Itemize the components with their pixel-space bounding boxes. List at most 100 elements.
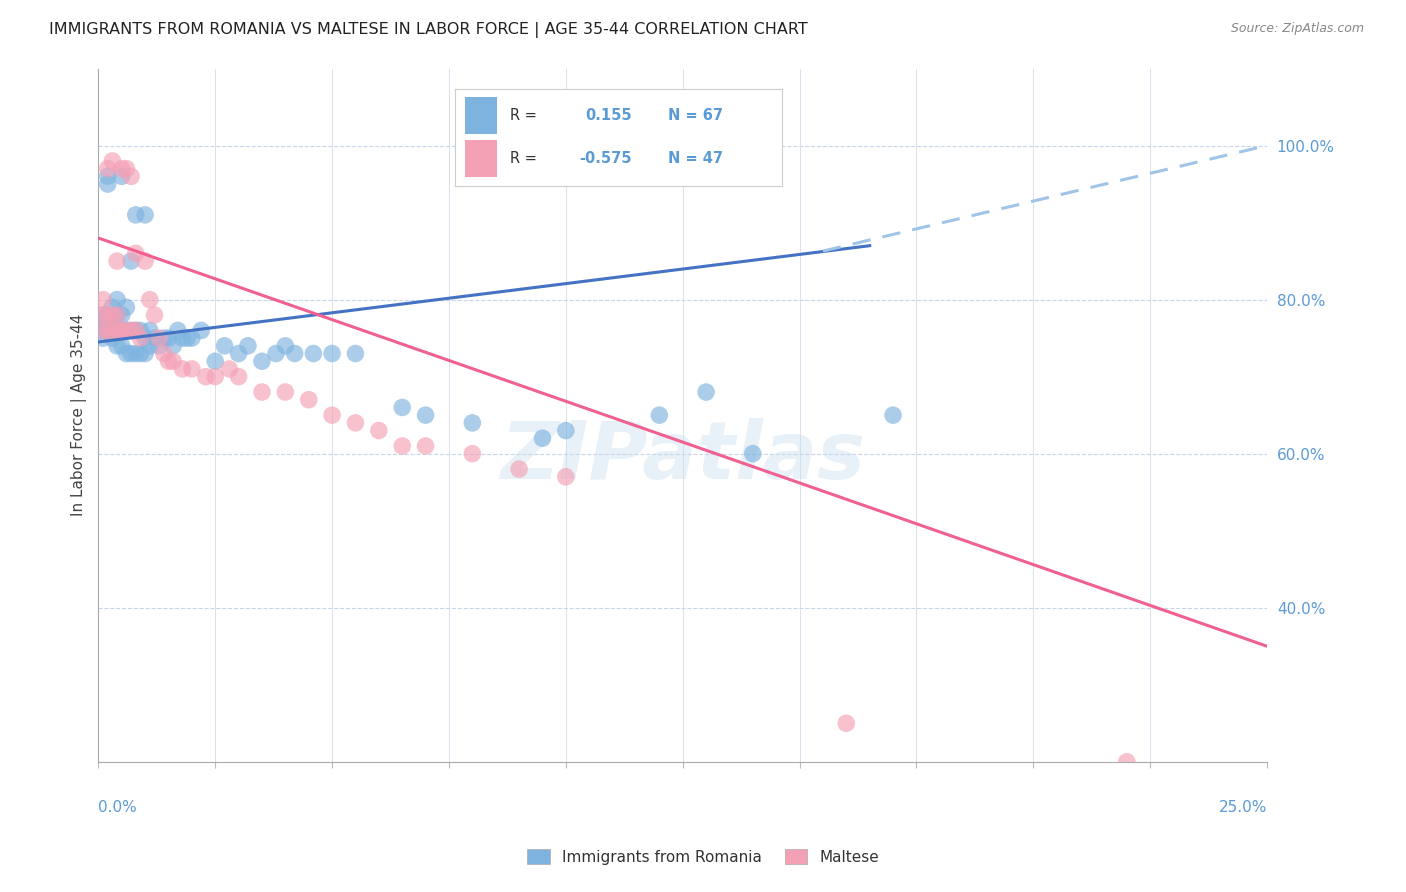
- Point: [162, 354, 184, 368]
- Point: [391, 401, 413, 415]
- Point: [101, 316, 124, 330]
- Point: [120, 323, 142, 337]
- Point: [882, 408, 904, 422]
- Point: [134, 346, 156, 360]
- Point: [111, 161, 134, 176]
- Point: [139, 293, 162, 307]
- Point: [236, 339, 259, 353]
- Point: [190, 323, 212, 337]
- Point: [105, 308, 128, 322]
- Point: [134, 331, 156, 345]
- Text: ZIPatlas: ZIPatlas: [501, 417, 865, 496]
- Point: [105, 323, 128, 337]
- Point: [274, 385, 297, 400]
- Point: [157, 354, 180, 368]
- Text: IMMIGRANTS FROM ROMANIA VS MALTESE IN LABOR FORCE | AGE 35-44 CORRELATION CHART: IMMIGRANTS FROM ROMANIA VS MALTESE IN LA…: [49, 22, 808, 38]
- Point: [125, 208, 148, 222]
- Point: [101, 331, 124, 345]
- Point: [162, 339, 184, 353]
- Point: [508, 462, 530, 476]
- Point: [143, 308, 166, 322]
- Text: 25.0%: 25.0%: [1219, 800, 1267, 815]
- Point: [105, 339, 128, 353]
- Point: [101, 323, 124, 337]
- Point: [218, 362, 240, 376]
- Point: [91, 323, 114, 337]
- Point: [111, 308, 134, 322]
- Point: [120, 169, 142, 184]
- Point: [250, 354, 273, 368]
- Point: [152, 346, 174, 360]
- Point: [91, 308, 114, 322]
- Point: [111, 323, 134, 337]
- Point: [531, 431, 554, 445]
- Point: [194, 369, 217, 384]
- Point: [228, 369, 250, 384]
- Point: [214, 339, 236, 353]
- Point: [111, 323, 134, 337]
- Point: [284, 346, 307, 360]
- Point: [134, 208, 156, 222]
- Point: [125, 246, 148, 260]
- Point: [129, 331, 152, 345]
- Point: [415, 439, 437, 453]
- Point: [101, 323, 124, 337]
- Text: Source: ZipAtlas.com: Source: ZipAtlas.com: [1230, 22, 1364, 36]
- Point: [648, 408, 671, 422]
- Point: [321, 408, 343, 422]
- Point: [120, 323, 142, 337]
- Point: [97, 323, 120, 337]
- Point: [148, 331, 170, 345]
- Point: [367, 424, 389, 438]
- Y-axis label: In Labor Force | Age 35-44: In Labor Force | Age 35-44: [72, 314, 87, 516]
- Point: [91, 316, 114, 330]
- Point: [344, 346, 367, 360]
- Point: [176, 331, 198, 345]
- Point: [461, 416, 484, 430]
- Point: [115, 161, 138, 176]
- Point: [120, 346, 142, 360]
- Point: [97, 169, 120, 184]
- Point: [91, 293, 114, 307]
- Point: [741, 447, 763, 461]
- Point: [139, 323, 162, 337]
- Point: [157, 331, 180, 345]
- Point: [461, 447, 484, 461]
- Point: [105, 293, 128, 307]
- Point: [125, 346, 148, 360]
- Point: [415, 408, 437, 422]
- Point: [139, 339, 162, 353]
- Point: [101, 308, 124, 322]
- Point: [172, 362, 194, 376]
- Text: 0.0%: 0.0%: [98, 800, 138, 815]
- Point: [97, 308, 120, 322]
- Point: [120, 254, 142, 268]
- Point: [91, 323, 114, 337]
- Point: [115, 301, 138, 315]
- Point: [129, 323, 152, 337]
- Point: [97, 316, 120, 330]
- Point: [91, 308, 114, 322]
- Point: [91, 331, 114, 345]
- Point: [302, 346, 325, 360]
- Point: [172, 331, 194, 345]
- Point: [101, 301, 124, 315]
- Point: [111, 339, 134, 353]
- Legend: Immigrants from Romania, Maltese: Immigrants from Romania, Maltese: [520, 843, 886, 871]
- Point: [204, 369, 226, 384]
- Point: [129, 346, 152, 360]
- Point: [125, 323, 148, 337]
- Point: [274, 339, 297, 353]
- Point: [204, 354, 226, 368]
- Point: [835, 716, 858, 731]
- Point: [152, 331, 174, 345]
- Point: [298, 392, 321, 407]
- Point: [115, 323, 138, 337]
- Point: [554, 470, 576, 484]
- Point: [101, 153, 124, 168]
- Point: [105, 323, 128, 337]
- Point: [321, 346, 343, 360]
- Point: [250, 385, 273, 400]
- Point: [264, 346, 287, 360]
- Point: [97, 308, 120, 322]
